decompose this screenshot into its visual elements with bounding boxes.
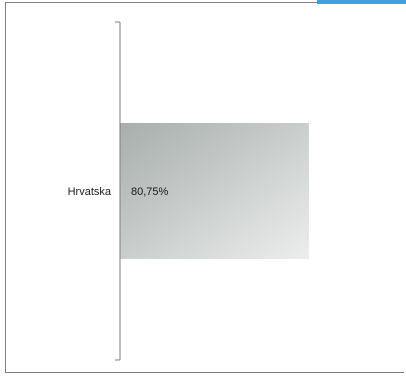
category-label: Hrvatska: [68, 186, 112, 198]
bar: [120, 123, 309, 259]
chart-frame: [5, 2, 404, 373]
data-label: 80,75%: [131, 186, 169, 198]
frame-accent: [317, 0, 406, 4]
